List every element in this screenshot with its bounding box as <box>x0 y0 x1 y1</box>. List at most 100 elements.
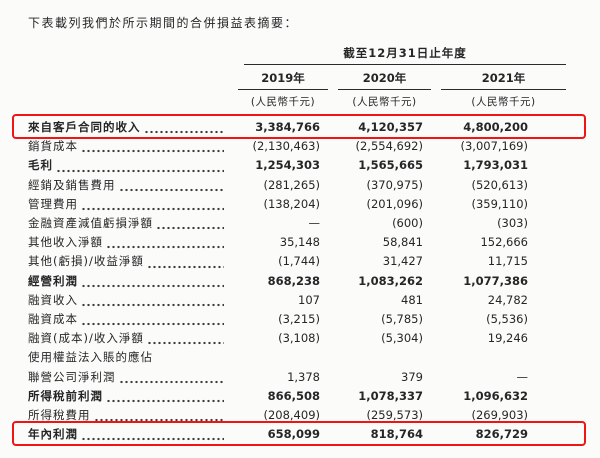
unit-header-row: (人民幣千元) (人民幣千元) (人民幣千元) <box>28 94 566 109</box>
row-label-text: 毛利 <box>28 158 53 173</box>
table-row: 所得稅前利潤 866,508 1,078,337 1,096,632 <box>28 387 566 406</box>
value-2021: 1,096,632 <box>463 388 528 403</box>
value-2020: 818,764 <box>370 427 423 442</box>
unit-label-2020: (人民幣千元) <box>352 96 417 108</box>
row-label-text: 經銷及銷售費用 <box>28 177 116 192</box>
table-row: 年內利潤 658,099 818,764 826,729 <box>12 421 586 447</box>
value-2021: (303) <box>497 216 528 231</box>
table-row: 經營利潤 868,238 1,083,262 1,077,386 <box>28 272 566 291</box>
row-label-text: 所得稅費用 <box>28 408 91 423</box>
unit-label-2019: (人民幣千元) <box>250 96 316 108</box>
year-header-2021: 2021年 <box>441 70 566 90</box>
dot-leader <box>146 341 224 346</box>
value-2019: (2,130,463) <box>252 139 320 154</box>
row-label-text: 金融資產減值虧損淨額 <box>28 216 153 231</box>
value-2020: 1,565,665 <box>358 158 423 173</box>
value-2020: (370,975) <box>366 177 423 192</box>
document-page: 下表載列我們於所示期間的合併損益表摘要： 截至12月31日止年度 2019年 2… <box>12 16 586 447</box>
year-header-row: 2019年 2020年 2021年 <box>28 70 566 90</box>
row-label: 年內利潤 <box>28 425 228 444</box>
table-row: 管理費用 (138,204) (201,096) (359,110) <box>28 195 566 214</box>
row-label: 聯營公司淨利潤 <box>28 368 228 387</box>
dot-leader <box>118 379 224 384</box>
dot-leader <box>81 322 224 327</box>
value-2021: 1,793,031 <box>463 158 528 173</box>
row-label-text: 使用權益法入賬的應佔 <box>28 350 153 365</box>
value-2020: 1,078,337 <box>358 388 423 403</box>
year-header-2020: 2020年 <box>338 70 431 90</box>
dot-leader <box>56 168 224 173</box>
value-2019: 3,384,766 <box>255 120 320 134</box>
value-2019: — <box>308 216 321 231</box>
value-2021: (269,903) <box>471 408 528 423</box>
value-2019: 1,254,303 <box>255 158 320 173</box>
row-label-text: 年內利潤 <box>28 427 78 442</box>
dot-leader <box>93 418 224 423</box>
value-2020: (600) <box>392 216 423 231</box>
value-2020: (259,573) <box>366 408 423 423</box>
dot-leader <box>106 399 224 404</box>
value-2020: (201,096) <box>366 196 423 211</box>
row-label: 所得稅前利潤 <box>28 387 228 406</box>
dot-leader <box>81 283 224 288</box>
value-2020: 58,841 <box>382 235 423 250</box>
value-2020: 1,083,262 <box>358 273 423 288</box>
value-2021: 24,782 <box>487 292 528 307</box>
value-2021: (3,007,169) <box>460 139 528 154</box>
value-2020: 379 <box>401 369 423 384</box>
table-row: 使用權益法入賬的應佔 <box>28 348 566 367</box>
value-2019: (3,108) <box>278 331 320 346</box>
row-label: 其他(虧損)/收益淨額 <box>28 252 228 271</box>
table-row: 其他(虧損)/收益淨額 (1,744) 31,427 11,715 <box>28 252 566 271</box>
value-2019: (138,204) <box>263 196 320 211</box>
row-label: 金融資產減值虧損淨額 <box>28 214 228 233</box>
row-label-text: 管理費用 <box>28 196 78 211</box>
row-label-text: 融資(成本)/收入淨額 <box>28 331 144 346</box>
dot-leader <box>143 130 224 135</box>
row-label: 融資(成本)/收入淨額 <box>28 329 228 348</box>
table-row: 其他收入淨額 35,148 58,841 152,666 <box>28 233 566 252</box>
value-2019: 1,378 <box>287 369 320 384</box>
value-2021: (359,110) <box>471 196 528 211</box>
table-row: 經銷及銷售費用 (281,265) (370,975) (520,613) <box>28 176 566 195</box>
year-header-2019: 2019年 <box>238 70 328 90</box>
dot-leader <box>118 187 224 192</box>
period-header-row: 截至12月31日止年度 <box>28 45 566 65</box>
value-2020: (5,304) <box>381 331 423 346</box>
table-row: 毛利 1,254,303 1,565,665 1,793,031 <box>28 156 566 175</box>
row-label-text: 聯營公司淨利潤 <box>28 369 116 384</box>
value-2019: 866,508 <box>267 388 320 403</box>
row-label: 其他收入淨額 <box>28 233 228 252</box>
dot-leader <box>81 207 224 212</box>
row-label-text: 融資成本 <box>28 312 78 327</box>
value-2019: (208,409) <box>263 408 320 423</box>
dot-leader <box>81 149 224 154</box>
value-2019: (3,215) <box>278 312 320 327</box>
table-row: 所得稅費用 (208,409) (259,573) (269,903) <box>28 406 566 425</box>
value-2020: 31,427 <box>382 254 423 269</box>
value-2021: 4,800,200 <box>463 120 528 134</box>
dot-leader <box>81 303 224 308</box>
table-row: 來自客戶合同的收入 3,384,766 4,120,357 4,800,200 <box>12 114 586 140</box>
row-label: 經營利潤 <box>28 272 228 291</box>
row-label: 融資成本 <box>28 310 228 329</box>
value-2019: 107 <box>298 292 320 307</box>
table-row: 金融資產減值虧損淨額 — (600) (303) <box>28 214 566 233</box>
row-label: 經銷及銷售費用 <box>28 176 228 195</box>
value-2020: (5,785) <box>381 312 423 327</box>
table-row: 聯營公司淨利潤 1,378 379 — <box>28 368 566 387</box>
value-2019: 658,099 <box>267 427 320 442</box>
table-row: 融資(成本)/收入淨額 (3,108) (5,304) 19,246 <box>28 329 566 348</box>
row-label-text: 融資收入 <box>28 292 78 307</box>
row-label: 銷貨成本 <box>28 137 228 156</box>
row-label: 融資收入 <box>28 291 228 310</box>
row-label-text: 所得稅前利潤 <box>28 388 103 403</box>
dot-leader <box>81 437 224 442</box>
value-2021: 19,246 <box>487 331 528 346</box>
value-2021: (5,536) <box>486 312 528 327</box>
intro-text: 下表載列我們於所示期間的合併損益表摘要： <box>28 16 299 30</box>
row-label-text: 來自客戶合同的收入 <box>28 120 141 134</box>
row-label-text: 經營利潤 <box>28 273 78 288</box>
row-label: 毛利 <box>28 156 228 175</box>
dot-leader <box>106 245 224 250</box>
